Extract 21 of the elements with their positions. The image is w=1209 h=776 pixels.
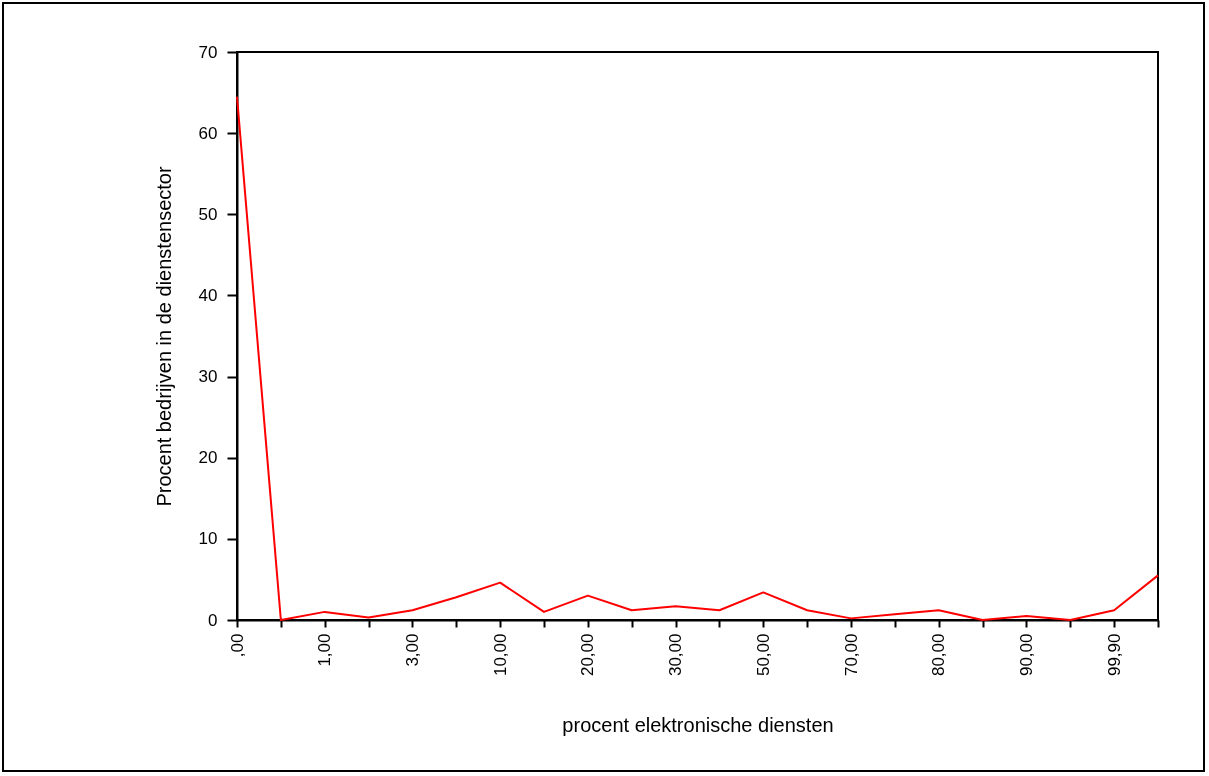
y-tick-label: 20 xyxy=(198,448,218,468)
y-tick-label: 0 xyxy=(208,610,218,630)
x-tick-label: 80,00 xyxy=(929,633,949,677)
x-tick-label: 70,00 xyxy=(841,633,861,677)
x-tick-label: 10,00 xyxy=(490,633,510,677)
x-tick-label: 50,00 xyxy=(753,633,773,677)
x-axis-title: procent elektronische diensten xyxy=(562,714,834,737)
x-tick-label: 20,00 xyxy=(578,633,598,677)
y-tick-label: 50 xyxy=(198,204,218,224)
y-tick-label: 30 xyxy=(198,367,218,387)
y-axis-title: Procent bedrijven in de dienstensector xyxy=(152,166,175,507)
x-tick-label: 3,00 xyxy=(402,633,422,667)
y-tick-label: 60 xyxy=(198,123,218,143)
y-tick-label: 40 xyxy=(198,285,218,305)
x-tick-label: 1,00 xyxy=(315,633,335,667)
x-tick-label: ,00 xyxy=(227,633,247,658)
x-tick-label: 99,90 xyxy=(1104,633,1124,677)
x-tick-label: 30,00 xyxy=(666,633,686,677)
y-tick-label: 70 xyxy=(198,42,218,62)
y-tick-label: 10 xyxy=(198,529,218,549)
x-tick-label: 90,00 xyxy=(1016,633,1036,677)
